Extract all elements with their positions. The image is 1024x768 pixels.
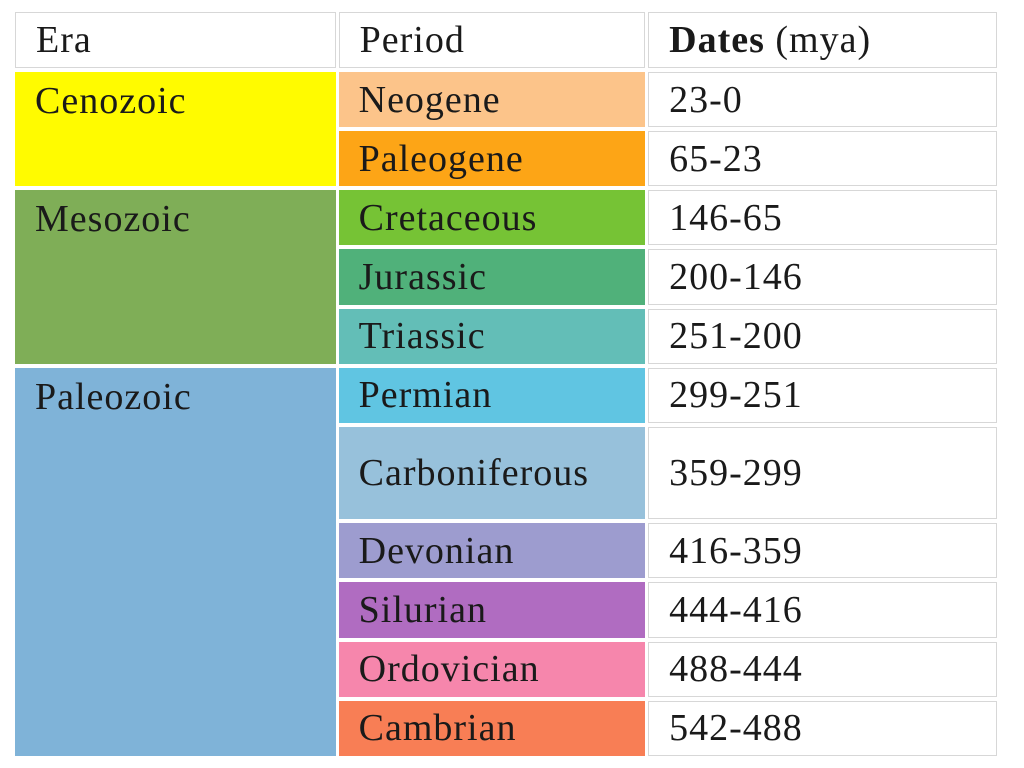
header-row: Era Period Dates (mya) <box>15 12 997 68</box>
period-cell: Permian <box>338 367 646 423</box>
table-row: Paleozoic Permian 299-251 <box>15 367 997 756</box>
era-cell-paleozoic: Paleozoic <box>15 367 336 756</box>
dates-cell: 299-251 <box>648 367 997 423</box>
dates-cell: 359-299 <box>648 426 997 520</box>
geologic-time-table: Era Period Dates (mya) Cenozoic Neogene … <box>12 8 1000 760</box>
period-cell: Devonian <box>338 523 646 579</box>
period-cell: Silurian <box>338 582 646 638</box>
dates-cell: 444-416 <box>648 582 997 638</box>
dates-cell: 416-359 <box>648 523 997 579</box>
period-label: Ordovician <box>358 648 540 691</box>
dates-header-unit: (mya) <box>775 19 872 61</box>
period-label: Paleogene <box>358 137 524 180</box>
dates-cell: 200-146 <box>648 249 997 305</box>
table-row: Devonian 416-359 <box>15 523 997 579</box>
period-cell: Ordovician <box>338 641 646 697</box>
period-label: Silurian <box>358 588 487 631</box>
table-row: Ordovician 488-444 <box>15 641 997 697</box>
dates-header-label: Dates <box>669 19 765 61</box>
period-cell: Paleogene <box>338 131 646 187</box>
period-cell: Jurassic <box>338 249 646 305</box>
table-row: Jurassic 200-146 <box>15 249 997 305</box>
dates-cell: 488-444 <box>648 641 997 697</box>
period-cell: Cambrian <box>338 700 646 756</box>
period-cell: Carboniferous <box>338 426 646 520</box>
period-label: Triassic <box>358 315 486 358</box>
table-row: Triassic 251-200 <box>15 308 997 364</box>
dates-cell: 542-488 <box>648 700 997 756</box>
period-label: Jurassic <box>358 256 487 299</box>
table-row: Cenozoic Neogene 23-0 <box>15 72 997 187</box>
table-row: Mesozoic Cretaceous 146-65 <box>15 190 997 364</box>
period-label: Cambrian <box>358 707 517 750</box>
period-label: Neogene <box>358 78 501 121</box>
dates-cell: 146-65 <box>648 190 997 246</box>
period-cell: Triassic <box>338 308 646 364</box>
period-label: Carboniferous <box>358 452 590 495</box>
era-cell-mesozoic: Mesozoic <box>15 190 336 364</box>
table-row: Cambrian 542-488 <box>15 700 997 756</box>
table-row: Carboniferous 359-299 <box>15 426 997 520</box>
period-cell: Cretaceous <box>338 190 646 246</box>
period-cell: Neogene <box>338 72 646 128</box>
dates-cell: 251-200 <box>648 308 997 364</box>
dates-cell: 23-0 <box>648 72 997 128</box>
dates-cell: 65-23 <box>648 131 997 187</box>
period-label: Devonian <box>358 529 515 572</box>
era-cell-cenozoic: Cenozoic <box>15 72 336 187</box>
table-row: Silurian 444-416 <box>15 582 997 638</box>
period-label: Cretaceous <box>358 196 538 239</box>
period-label: Permian <box>358 374 493 417</box>
table-row: Paleogene 65-23 <box>15 131 997 187</box>
dates-header: Dates (mya) <box>648 12 997 68</box>
era-header: Era <box>15 12 336 68</box>
period-header: Period <box>338 12 646 68</box>
